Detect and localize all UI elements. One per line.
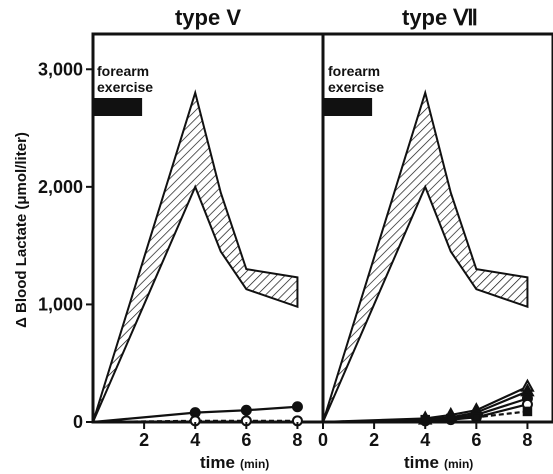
annotation-exercise-type-v: exercise (97, 79, 153, 95)
x-tick-label-type-v-4: 4 (190, 430, 200, 450)
x-tick-label-type-vii-4: 4 (420, 430, 430, 450)
panel-type-vii: type Ⅶ forearm exercise 0 2 4 6 8 time (min) (318, 5, 553, 472)
data-point-type-vii-s5-t8 (522, 406, 533, 417)
x-tick-label-type-vii-2: 2 (369, 430, 379, 450)
data-point-type-vii-s5-t5 (446, 413, 456, 424)
x-axis-title-type-v: time (200, 453, 235, 472)
series-line-type-vii-5 (322, 410, 528, 424)
plot-frame-type-vii (321, 32, 553, 424)
x-tick-group-type-vii: 0 2 4 6 8 (318, 422, 532, 450)
x-tick-label-type-v-8: 8 (292, 430, 302, 450)
chart-title-type-vii: type Ⅶ (402, 5, 478, 30)
lactate-range-band-type-vii (322, 89, 529, 423)
chart-title-type-v: type V (175, 5, 241, 30)
data-point-type-vii-s5-t6 (471, 412, 482, 423)
x-axis-label-type-vii: time (min) (404, 453, 473, 472)
annotation-forearm-type-v: forearm (97, 63, 149, 79)
data-point-type-v-s1-t6 (240, 404, 252, 416)
x-tick-label-type-vii-0: 0 (318, 430, 328, 450)
x-tick-label-type-v-2: 2 (139, 430, 149, 450)
x-tick-group-type-v: 2 4 6 8 (139, 422, 302, 450)
y-tick-label-type-v-1000: 1,000 (38, 294, 83, 314)
lactate-range-band-type-v (92, 89, 299, 423)
annotation-exercise-type-vii: exercise (328, 79, 384, 95)
x-axis-title-type-vii: time (404, 453, 439, 472)
exercise-bar-type-v (94, 98, 143, 116)
y-tick-group-type-v: 0 1,000 2,000 3,000 (38, 59, 93, 432)
data-point-type-v-s1-t8 (291, 401, 303, 413)
series-line-type-v-1 (92, 405, 298, 424)
x-tick-label-type-v-6: 6 (241, 430, 251, 450)
series-group-type-vii (322, 378, 535, 427)
annotation-forearm-type-vii: forearm (328, 63, 380, 79)
y-tick-label-type-v-3000: 3,000 (38, 59, 83, 79)
y-tick-label-type-v-2000: 2,000 (38, 177, 83, 197)
x-tick-label-type-vii-8: 8 (522, 430, 532, 450)
x-axis-label-type-v: time (min) (200, 453, 269, 472)
x-tick-label-type-vii-6: 6 (471, 430, 481, 450)
x-axis-unit-type-vii: (min) (444, 457, 473, 471)
series-group-type-v (92, 401, 303, 427)
exercise-bar-type-vii (324, 98, 373, 116)
y-axis-label: Δ Blood Lactate (μmol/liter) (13, 132, 30, 328)
series-line-type-v-2 (92, 419, 298, 424)
y-tick-label-type-v-0: 0 (73, 412, 83, 432)
panel-type-v: type V forearm exercise 2 4 6 8 0 1,000 2,000… (13, 5, 325, 472)
x-axis-unit-type-v: (min) (240, 457, 269, 471)
